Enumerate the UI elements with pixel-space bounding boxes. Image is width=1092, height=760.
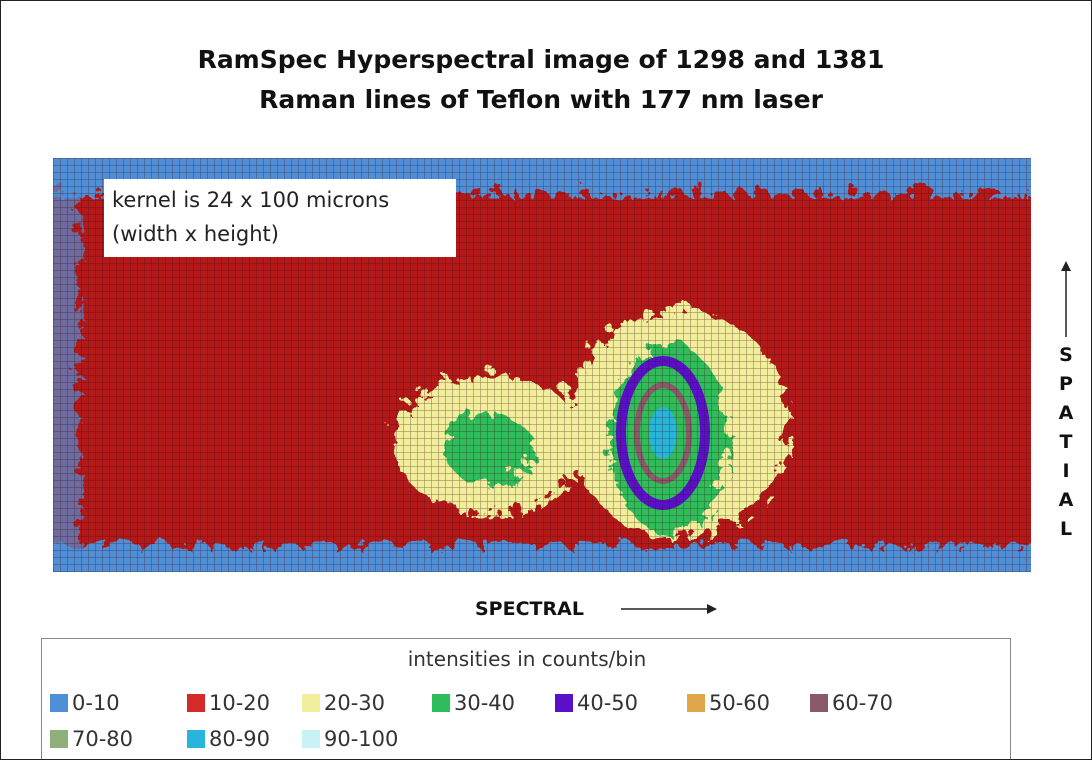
legend-swatch bbox=[187, 730, 205, 748]
legend-item: 50-60 bbox=[687, 691, 770, 715]
legend-item: 40-50 bbox=[555, 691, 638, 715]
legend-label: 30-40 bbox=[454, 691, 516, 715]
y-arrow bbox=[1061, 261, 1071, 337]
legend-item: 10-20 bbox=[187, 691, 270, 715]
legend-label: 50-60 bbox=[709, 691, 771, 715]
legend-label: 70-80 bbox=[72, 727, 134, 751]
legend-item: 90-100 bbox=[302, 727, 398, 751]
legend: intensities in counts/bin 0-10 10-20 20-30… bbox=[41, 638, 1011, 759]
legend-swatch bbox=[555, 694, 573, 712]
legend-label: 40-50 bbox=[577, 691, 639, 715]
legend-item: 0-10 bbox=[50, 691, 120, 715]
legend-label: 60-70 bbox=[832, 691, 894, 715]
legend-label: 20-30 bbox=[324, 691, 386, 715]
legend-item: 70-80 bbox=[50, 727, 133, 751]
y-axis-label: SPATIAL bbox=[1058, 344, 1074, 540]
legend-swatch bbox=[810, 694, 828, 712]
x-axis-label: SPECTRAL bbox=[475, 598, 584, 620]
annotation-line: kernel is 24 x 100 microns bbox=[112, 188, 390, 212]
legend-swatch bbox=[302, 730, 320, 748]
legend-swatch bbox=[687, 694, 705, 712]
legend-swatch bbox=[50, 694, 68, 712]
annotation: kernel is 24 x 100 microns (width x heig… bbox=[104, 179, 456, 257]
legend-label: 80-90 bbox=[209, 727, 271, 751]
legend-label: 90-100 bbox=[324, 727, 399, 751]
legend-swatch bbox=[50, 730, 68, 748]
legend-swatch bbox=[432, 694, 450, 712]
annotation-line: (width x height) bbox=[112, 222, 279, 246]
legend-item: 60-70 bbox=[810, 691, 893, 715]
legend-label: 10-20 bbox=[209, 691, 271, 715]
legend-item: 20-30 bbox=[302, 691, 385, 715]
legend-swatch bbox=[187, 694, 205, 712]
legend-label: 0-10 bbox=[72, 691, 120, 715]
legend-item: 80-90 bbox=[187, 727, 270, 751]
title: RamSpec Hyperspectral image of 1298 and … bbox=[197, 45, 885, 74]
title: Raman lines of Teflon with 177 nm laser bbox=[259, 85, 823, 114]
legend-title: intensities in counts/bin bbox=[407, 647, 647, 671]
x-arrow bbox=[621, 604, 717, 614]
legend-swatch bbox=[302, 694, 320, 712]
legend-item: 30-40 bbox=[432, 691, 515, 715]
